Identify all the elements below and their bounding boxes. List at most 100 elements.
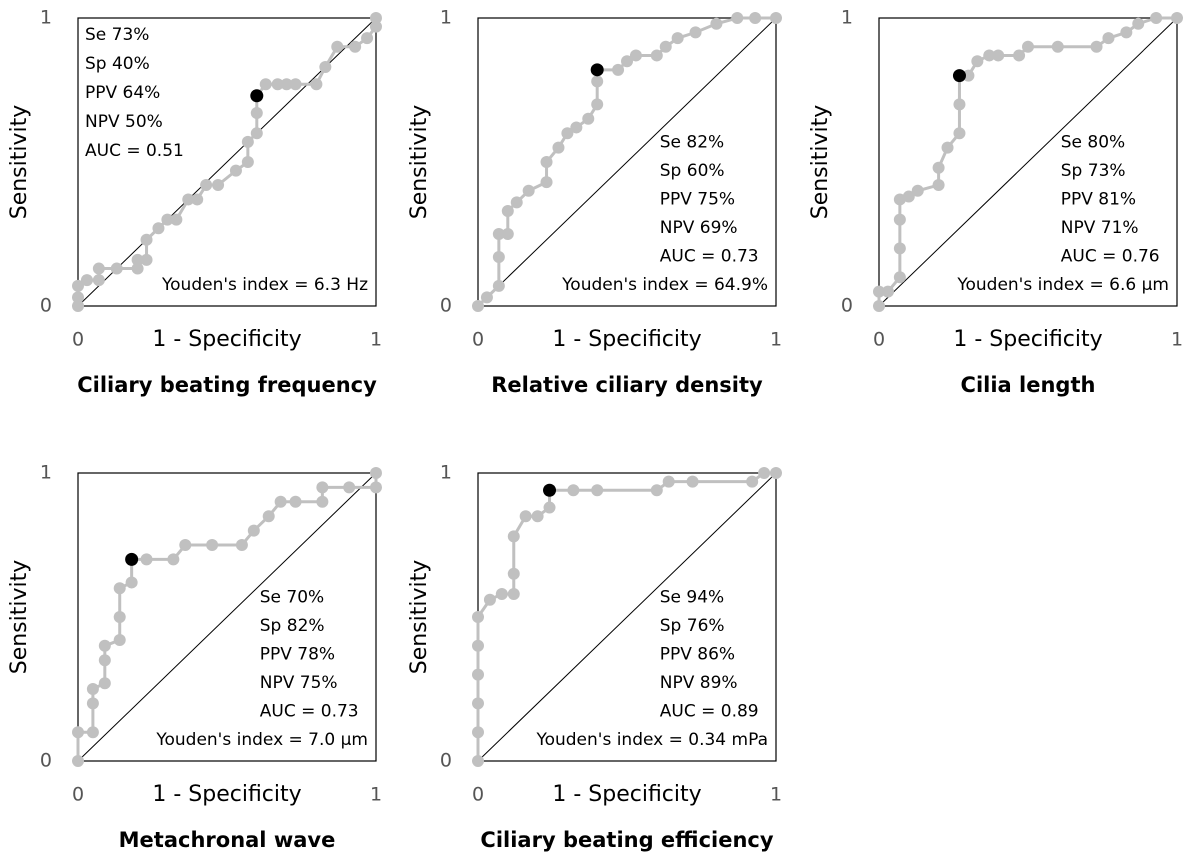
roc-point <box>80 274 93 287</box>
stat-annotation: AUC = 0.89 <box>660 702 759 722</box>
x-tick-label: 0 <box>72 329 84 351</box>
roc-point <box>289 495 302 508</box>
roc-point <box>1013 49 1026 62</box>
roc-point <box>113 611 126 623</box>
y-tick-label: 1 <box>440 7 452 29</box>
roc-panel: 0 1 0 1 1 - Specificity Sensitivity Metachrona… <box>7 462 382 853</box>
roc-point <box>962 69 975 82</box>
cutoff-point <box>952 69 966 83</box>
roc-point <box>98 654 111 667</box>
roc-point <box>612 63 625 76</box>
roc-point <box>501 228 514 240</box>
stat-annotation: PPV 78% <box>260 645 335 665</box>
roc-point <box>131 262 144 275</box>
stat-annotation: Se 73% <box>85 25 149 45</box>
reference-diagonal <box>477 17 777 307</box>
roc-point <box>671 32 684 45</box>
roc-point <box>140 253 153 266</box>
roc-panel: 0 1 0 1 1 - Specificity Sensitivity Ciliary be… <box>7 7 382 398</box>
roc-point <box>86 726 99 739</box>
x-tick-label: 1 <box>1171 329 1183 351</box>
roc-point <box>316 481 329 494</box>
roc-point <box>941 141 954 154</box>
roc-point <box>543 501 556 514</box>
roc-point <box>540 176 553 189</box>
roc-point <box>570 121 583 134</box>
roc-point <box>259 78 272 91</box>
stat-annotation: PPV 81% <box>1061 190 1136 210</box>
roc-point <box>902 190 915 203</box>
roc-point <box>621 55 633 68</box>
stat-annotation: NPV 50% <box>85 112 163 132</box>
roc-point <box>92 274 105 287</box>
y-axis-label: Sensitivity <box>808 105 833 220</box>
plot-frame <box>878 17 1178 307</box>
roc-point <box>98 639 111 652</box>
x-axis-label: 1 - Specificity <box>152 327 301 352</box>
roc-point <box>932 179 945 192</box>
reference-diagonal <box>878 17 1178 307</box>
cutoff-point <box>543 483 557 497</box>
roc-point <box>650 49 663 62</box>
roc-point <box>229 164 242 177</box>
roc-point <box>893 213 906 226</box>
chart-title: Ciliary beating frequency <box>77 373 377 397</box>
roc-point <box>72 726 84 739</box>
stat-annotation: PPV 64% <box>85 83 160 103</box>
roc-point <box>98 677 111 690</box>
roc-point <box>540 156 553 168</box>
y-axis-label: Sensitivity <box>7 105 32 220</box>
roc-point <box>1132 17 1145 30</box>
roc-point <box>247 524 260 537</box>
chart-title: Ciliary beating efficiency <box>480 828 773 852</box>
roc-point <box>1102 32 1115 45</box>
stat-annotation: NPV 69% <box>660 218 738 238</box>
roc-point <box>319 60 332 73</box>
roc-point <box>689 26 702 39</box>
x-tick-label: 0 <box>873 329 885 351</box>
roc-point <box>770 467 782 479</box>
roc-point <box>873 300 885 312</box>
y-axis-label: Sensitivity <box>7 560 32 675</box>
stat-annotation: Sp 76% <box>660 616 725 636</box>
roc-point <box>271 78 284 91</box>
roc-point <box>1120 26 1133 39</box>
x-axis-label: 1 - Specificity <box>552 782 701 807</box>
youden-annotation: Youden's index = 64.9% <box>561 275 768 295</box>
reference-diagonal <box>477 472 777 762</box>
roc-point <box>349 40 362 53</box>
roc-point <box>370 481 382 494</box>
plot-frame <box>77 472 377 762</box>
roc-point <box>262 510 275 523</box>
roc-point <box>472 300 484 312</box>
youden-annotation: Youden's index = 7.0 µm <box>155 730 368 750</box>
x-tick-label: 1 <box>370 329 382 351</box>
roc-point <box>241 135 254 148</box>
roc-panel: 0 1 0 1 1 - Specificity Sensitivity Ciliary be… <box>407 462 782 853</box>
roc-point <box>182 193 195 206</box>
roc-point <box>310 78 323 91</box>
stat-annotation: Sp 60% <box>660 161 725 181</box>
y-axis-label: Sensitivity <box>407 560 432 675</box>
roc-point <box>686 475 699 488</box>
roc-point <box>971 55 984 68</box>
roc-point <box>92 262 105 275</box>
stat-annotation: NPV 75% <box>260 673 338 693</box>
chart-title: Cilia length <box>961 373 1096 397</box>
roc-point <box>1051 40 1064 53</box>
plot-frame <box>77 17 377 307</box>
x-axis-label: 1 - Specificity <box>552 327 701 352</box>
roc-point <box>472 668 484 681</box>
roc-point <box>510 196 523 209</box>
roc-point <box>591 484 604 497</box>
roc-point <box>113 582 126 595</box>
chart-title: Metachronal wave <box>119 828 336 852</box>
roc-point <box>72 300 84 312</box>
roc-point <box>492 279 505 292</box>
roc-panel: 0 1 0 1 1 - Specificity Sensitivity Cilia leng… <box>808 7 1183 398</box>
youden-annotation: Youden's index = 6.6 µm <box>956 275 1169 295</box>
roc-point <box>561 127 574 140</box>
roc-point <box>140 553 153 566</box>
roc-point <box>370 467 382 479</box>
